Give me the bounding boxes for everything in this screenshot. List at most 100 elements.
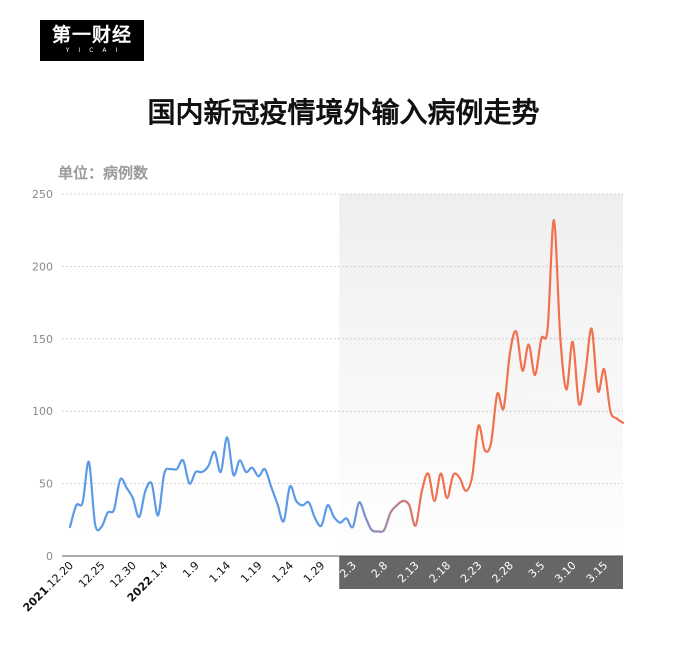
y-tick-label: 0 bbox=[46, 550, 53, 563]
y-tick-label: 100 bbox=[32, 405, 53, 418]
data-point bbox=[603, 368, 605, 370]
x-tick-label: 2021.12.20 bbox=[21, 559, 77, 615]
data-point bbox=[471, 475, 473, 477]
data-point bbox=[553, 219, 555, 221]
data-point bbox=[496, 393, 498, 395]
data-point bbox=[119, 478, 121, 480]
data-point bbox=[113, 508, 115, 510]
data-point bbox=[622, 422, 624, 424]
data-point bbox=[88, 461, 90, 463]
data-point bbox=[509, 352, 511, 354]
data-point bbox=[75, 504, 77, 506]
data-point bbox=[389, 511, 391, 513]
data-point bbox=[163, 472, 165, 474]
data-point bbox=[144, 490, 146, 492]
highlight-axis-band bbox=[339, 556, 623, 589]
data-point bbox=[194, 471, 196, 473]
data-point bbox=[264, 468, 266, 470]
data-point bbox=[339, 521, 341, 523]
data-point bbox=[546, 327, 548, 329]
data-point bbox=[333, 516, 335, 518]
data-point bbox=[308, 501, 310, 503]
brand-logo-text: 第一财经 bbox=[51, 24, 132, 46]
data-point bbox=[276, 503, 278, 505]
data-point bbox=[465, 490, 467, 492]
data-point bbox=[257, 475, 259, 477]
data-point bbox=[176, 468, 178, 470]
data-point bbox=[125, 487, 127, 489]
data-point bbox=[352, 526, 354, 528]
x-tick-label: 12.25 bbox=[76, 559, 107, 590]
data-point bbox=[188, 482, 190, 484]
data-point bbox=[427, 472, 429, 474]
data-point bbox=[157, 514, 159, 516]
data-point bbox=[584, 372, 586, 374]
data-point bbox=[396, 504, 398, 506]
data-point bbox=[69, 526, 71, 528]
data-point bbox=[213, 451, 215, 453]
data-point bbox=[446, 497, 448, 499]
data-point bbox=[383, 529, 385, 531]
data-point bbox=[559, 335, 561, 337]
data-point bbox=[528, 343, 530, 345]
data-point bbox=[370, 529, 372, 531]
data-point bbox=[94, 523, 96, 525]
x-tick-label: 1.29 bbox=[301, 559, 328, 586]
data-point bbox=[295, 500, 297, 502]
data-point bbox=[207, 465, 209, 467]
data-point bbox=[150, 482, 152, 484]
data-point bbox=[578, 403, 580, 405]
data-point bbox=[81, 501, 83, 503]
data-point bbox=[433, 500, 435, 502]
data-point bbox=[107, 511, 109, 513]
data-point bbox=[540, 338, 542, 340]
data-point bbox=[597, 390, 599, 392]
x-tick-date: .12.20 bbox=[42, 559, 76, 593]
brand-logo: 第一财经 YICAI bbox=[40, 20, 144, 61]
data-point bbox=[320, 524, 322, 526]
data-point bbox=[521, 369, 523, 371]
data-point bbox=[590, 327, 592, 329]
data-point bbox=[169, 468, 171, 470]
data-point bbox=[226, 436, 228, 438]
brand-logo-subtext: YICAI bbox=[65, 47, 127, 54]
data-point bbox=[345, 517, 347, 519]
x-tick-label: 1.24 bbox=[270, 559, 297, 586]
data-point bbox=[245, 471, 247, 473]
x-tick-label: 1.19 bbox=[238, 559, 265, 586]
data-point bbox=[414, 524, 416, 526]
series-line bbox=[68, 218, 625, 533]
series-area bbox=[70, 220, 623, 556]
data-point bbox=[289, 485, 291, 487]
data-point bbox=[282, 520, 284, 522]
data-point bbox=[238, 459, 240, 461]
data-point bbox=[534, 374, 536, 376]
data-point bbox=[484, 449, 486, 451]
y-tick-label: 200 bbox=[32, 260, 53, 273]
data-point bbox=[609, 410, 611, 412]
data-point bbox=[616, 417, 618, 419]
data-point bbox=[270, 485, 272, 487]
y-tick-label: 250 bbox=[32, 188, 53, 201]
data-point bbox=[201, 471, 203, 473]
data-point bbox=[326, 504, 328, 506]
data-point bbox=[572, 340, 574, 342]
data-point bbox=[232, 474, 234, 476]
data-point bbox=[364, 516, 366, 518]
x-tick-label: 1.9 bbox=[180, 559, 202, 581]
data-point bbox=[182, 459, 184, 461]
x-tick-label: 1.14 bbox=[207, 559, 234, 586]
data-point bbox=[565, 388, 567, 390]
data-point bbox=[515, 330, 517, 332]
data-point bbox=[358, 501, 360, 503]
data-point bbox=[502, 407, 504, 409]
y-tick-label: 50 bbox=[39, 478, 53, 491]
unit-label: 单位：病例数 bbox=[58, 164, 149, 182]
data-point bbox=[408, 504, 410, 506]
data-point bbox=[100, 526, 102, 528]
data-point bbox=[440, 472, 442, 474]
chart-title: 国内新冠疫情境外输入病例走势 bbox=[147, 96, 540, 129]
data-point bbox=[251, 466, 253, 468]
data-point bbox=[314, 517, 316, 519]
